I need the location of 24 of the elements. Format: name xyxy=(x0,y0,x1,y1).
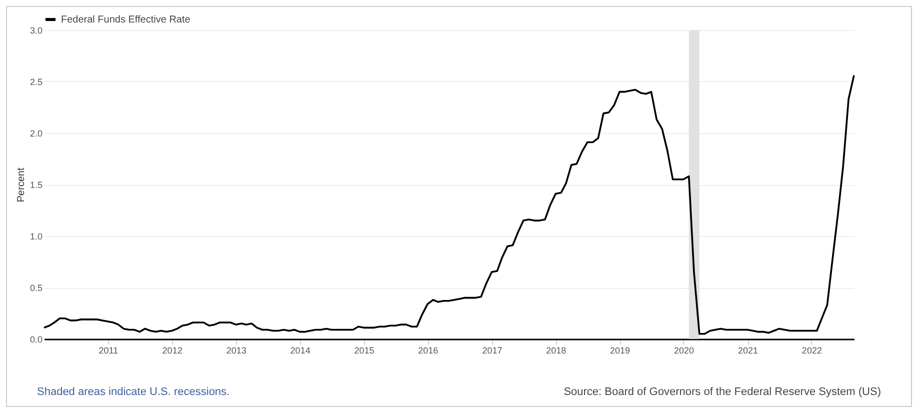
y-tick-label: 2.0 xyxy=(30,128,42,138)
x-tick-label: 2016 xyxy=(418,346,438,356)
x-tick-label: 2022 xyxy=(802,346,822,356)
y-tick-label: 0.5 xyxy=(30,283,42,293)
line-series xyxy=(43,74,855,335)
y-tick-label: 2.5 xyxy=(30,77,42,87)
y-tick-label: 3.0 xyxy=(30,26,42,36)
x-tick-label: 2020 xyxy=(674,346,694,356)
x-tick-label: 2013 xyxy=(226,346,246,356)
x-tick-label: 2011 xyxy=(98,346,118,356)
y-axis-title: Percent xyxy=(16,168,27,202)
y-tick-label: 1.5 xyxy=(30,180,42,190)
y-tick-label: 0.0 xyxy=(30,334,42,344)
legend-label: Federal Funds Effective Rate xyxy=(61,14,191,26)
x-tick-label: 2015 xyxy=(354,346,374,356)
x-tick-label: 2021 xyxy=(738,346,758,356)
x-tick-label: 2017 xyxy=(482,346,502,356)
x-tick-label: 2012 xyxy=(162,346,182,356)
text: Shaded areas indicate U.S. recessions. xyxy=(37,386,230,398)
x-tick-label: 2019 xyxy=(610,346,630,356)
x-tick-label: 2018 xyxy=(546,346,566,356)
x-tick-label: 2014 xyxy=(290,346,310,356)
source-note: Source: Board of Governors of the Federal Reserve System (US) xyxy=(564,386,881,398)
y-tick-label: 1.0 xyxy=(30,232,42,242)
